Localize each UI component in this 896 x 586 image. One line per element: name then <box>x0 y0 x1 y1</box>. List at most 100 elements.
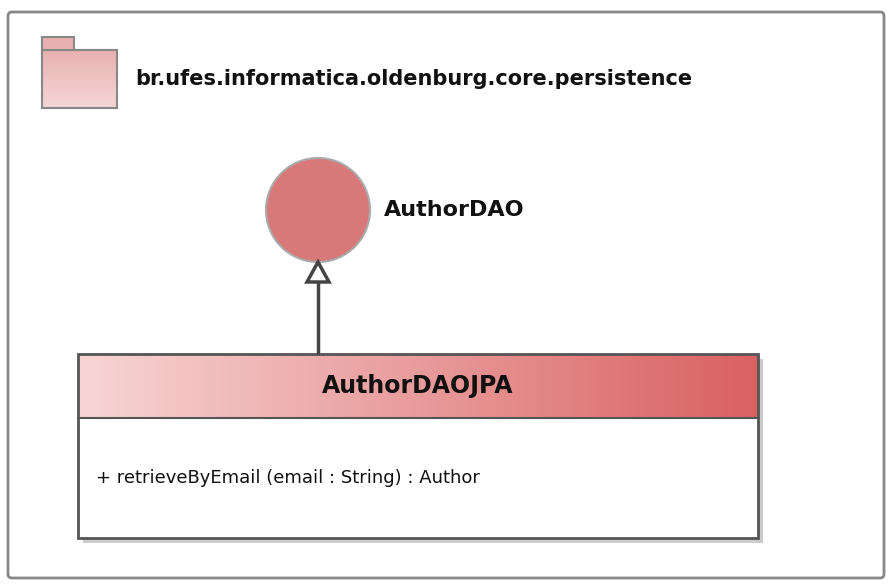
Bar <box>96 354 99 418</box>
Bar <box>617 354 620 418</box>
Bar <box>202 354 205 418</box>
Bar <box>518 418 521 538</box>
Bar <box>656 418 659 538</box>
Text: br.ufes.informatica.oldenburg.core.persistence: br.ufes.informatica.oldenburg.core.persi… <box>135 69 692 89</box>
Bar <box>202 418 205 538</box>
Bar <box>522 354 525 418</box>
Bar <box>452 354 455 418</box>
Bar <box>625 418 627 538</box>
Bar <box>633 418 636 538</box>
Bar <box>330 354 332 418</box>
Bar <box>78 418 81 538</box>
Bar <box>359 418 362 538</box>
Bar <box>42 53 117 55</box>
Bar <box>536 418 538 538</box>
Bar <box>475 354 478 418</box>
Bar <box>316 354 319 418</box>
Bar <box>373 354 375 418</box>
Bar <box>506 418 509 538</box>
Bar <box>395 418 398 538</box>
Bar <box>192 354 194 418</box>
Bar <box>81 354 83 418</box>
Text: AuthorDAO: AuthorDAO <box>384 200 525 220</box>
Bar <box>133 354 135 418</box>
Bar <box>549 418 552 538</box>
Bar <box>411 354 414 418</box>
Bar <box>543 418 546 538</box>
Bar <box>239 354 242 418</box>
Bar <box>398 354 401 418</box>
Bar <box>597 418 599 538</box>
Bar <box>201 418 203 538</box>
Bar <box>468 354 470 418</box>
Bar <box>207 354 210 418</box>
Bar <box>327 418 330 538</box>
Bar <box>727 418 729 538</box>
Bar <box>554 354 556 418</box>
Bar <box>443 354 445 418</box>
Bar <box>573 354 575 418</box>
Bar <box>463 354 466 418</box>
Bar <box>674 418 676 538</box>
Bar <box>579 418 582 538</box>
Bar <box>703 418 706 538</box>
Bar <box>305 354 307 418</box>
Bar <box>683 354 686 418</box>
Bar <box>724 418 727 538</box>
Bar <box>375 354 378 418</box>
Bar <box>90 418 92 538</box>
Bar <box>327 354 330 418</box>
Bar <box>567 418 571 538</box>
Bar <box>601 354 605 418</box>
Bar <box>370 418 373 538</box>
Bar <box>737 354 740 418</box>
Bar <box>332 418 334 538</box>
Bar <box>296 418 298 538</box>
Bar <box>168 354 171 418</box>
Bar <box>472 354 475 418</box>
Bar <box>273 354 276 418</box>
Bar <box>182 354 185 418</box>
Bar <box>368 418 371 538</box>
Bar <box>579 354 582 418</box>
Bar <box>511 354 513 418</box>
Bar <box>472 418 475 538</box>
Bar <box>42 56 117 58</box>
Bar <box>167 354 169 418</box>
Bar <box>672 418 675 538</box>
Bar <box>500 418 503 538</box>
Bar <box>654 354 657 418</box>
Bar <box>708 418 711 538</box>
Bar <box>676 354 679 418</box>
Bar <box>42 97 117 98</box>
Bar <box>712 418 715 538</box>
Bar <box>205 354 208 418</box>
Bar <box>755 418 759 538</box>
Bar <box>361 418 364 538</box>
Bar <box>592 354 595 418</box>
Bar <box>504 418 507 538</box>
Bar <box>749 354 752 418</box>
Bar <box>350 418 353 538</box>
Bar <box>133 418 135 538</box>
Bar <box>42 90 117 91</box>
Bar <box>475 418 478 538</box>
Bar <box>109 418 113 538</box>
Bar <box>699 418 702 538</box>
Bar <box>642 418 645 538</box>
Bar <box>620 418 623 538</box>
Bar <box>393 354 396 418</box>
Bar <box>42 93 117 94</box>
Bar <box>432 354 435 418</box>
Bar <box>586 418 589 538</box>
Bar <box>300 418 303 538</box>
Bar <box>146 354 149 418</box>
Bar <box>613 354 616 418</box>
Bar <box>715 418 718 538</box>
Bar <box>454 354 457 418</box>
Bar <box>429 418 432 538</box>
Bar <box>746 354 749 418</box>
Bar <box>650 354 652 418</box>
Bar <box>42 104 117 105</box>
Bar <box>563 354 566 418</box>
